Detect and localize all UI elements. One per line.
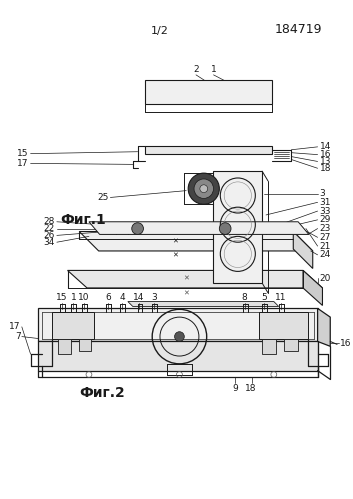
Polygon shape xyxy=(79,338,91,351)
Circle shape xyxy=(219,223,231,235)
Text: 3: 3 xyxy=(319,189,325,198)
Polygon shape xyxy=(283,338,298,351)
Polygon shape xyxy=(38,308,318,341)
Text: 1/2: 1/2 xyxy=(151,26,169,36)
Circle shape xyxy=(188,173,219,204)
Text: 9: 9 xyxy=(232,384,238,393)
Text: 14: 14 xyxy=(319,142,331,151)
Circle shape xyxy=(132,223,143,235)
Text: 184719: 184719 xyxy=(275,23,323,36)
Text: 15: 15 xyxy=(17,149,29,158)
Polygon shape xyxy=(58,338,71,354)
Polygon shape xyxy=(214,171,262,283)
Text: 4: 4 xyxy=(119,292,125,301)
Polygon shape xyxy=(318,308,330,346)
Text: 6: 6 xyxy=(106,292,111,301)
Text: 16: 16 xyxy=(340,339,352,348)
Text: ✕: ✕ xyxy=(183,291,189,297)
Text: 5: 5 xyxy=(261,292,267,301)
Text: 27: 27 xyxy=(319,233,331,242)
Text: 11: 11 xyxy=(275,292,286,301)
Circle shape xyxy=(194,179,214,199)
Text: 22: 22 xyxy=(44,224,55,233)
Polygon shape xyxy=(89,222,309,235)
Text: 15: 15 xyxy=(56,292,67,301)
Text: 24: 24 xyxy=(319,250,331,259)
Text: 2: 2 xyxy=(193,65,199,74)
Text: 1: 1 xyxy=(211,65,216,74)
Text: 18: 18 xyxy=(319,164,331,173)
Text: 16: 16 xyxy=(319,150,331,159)
Polygon shape xyxy=(145,80,272,104)
Circle shape xyxy=(175,332,184,341)
Text: 3: 3 xyxy=(151,292,157,301)
Text: 17: 17 xyxy=(17,159,29,168)
Text: 28: 28 xyxy=(43,217,55,226)
Polygon shape xyxy=(293,232,313,268)
Polygon shape xyxy=(67,270,323,288)
Text: Фиг.2: Фиг.2 xyxy=(79,386,125,400)
Text: 29: 29 xyxy=(319,216,331,225)
Polygon shape xyxy=(303,270,323,305)
Text: 8: 8 xyxy=(242,292,247,301)
Text: ✕: ✕ xyxy=(172,238,178,244)
Text: 21: 21 xyxy=(319,242,331,250)
Text: 23: 23 xyxy=(319,224,331,233)
Polygon shape xyxy=(52,312,94,338)
Text: ✕: ✕ xyxy=(183,275,189,281)
Text: 34: 34 xyxy=(43,238,55,247)
Circle shape xyxy=(200,185,208,193)
Text: 26: 26 xyxy=(43,231,55,240)
Text: 25: 25 xyxy=(97,193,108,202)
Text: ✕: ✕ xyxy=(172,253,178,259)
Polygon shape xyxy=(79,232,313,251)
Text: 13: 13 xyxy=(319,157,331,166)
Text: 1: 1 xyxy=(71,292,76,301)
Text: 14: 14 xyxy=(133,292,144,301)
Text: 33: 33 xyxy=(319,207,331,216)
Text: Фиг.1: Фиг.1 xyxy=(60,213,106,227)
Text: 10: 10 xyxy=(78,292,90,301)
Polygon shape xyxy=(38,341,318,371)
Polygon shape xyxy=(259,312,308,338)
Text: 17: 17 xyxy=(9,322,21,331)
Text: 31: 31 xyxy=(319,198,331,207)
Polygon shape xyxy=(145,146,272,154)
Text: 20: 20 xyxy=(319,274,331,283)
Text: 18: 18 xyxy=(245,384,256,393)
Text: 7: 7 xyxy=(15,332,21,341)
Polygon shape xyxy=(262,338,276,354)
Polygon shape xyxy=(128,301,279,306)
